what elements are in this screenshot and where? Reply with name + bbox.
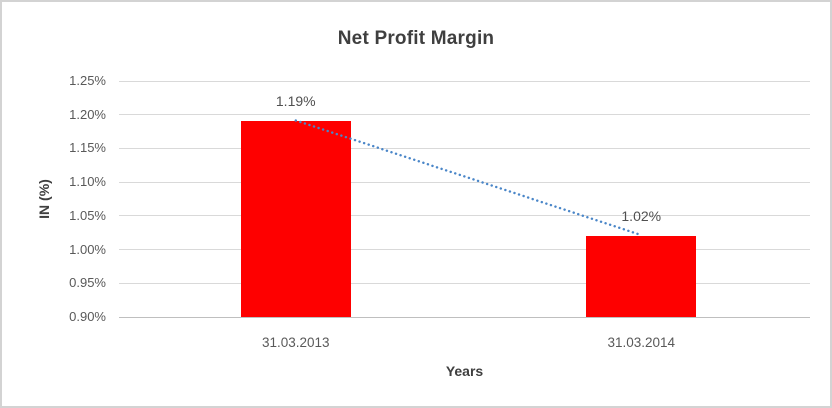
y-tick-label: 0.90% [69,309,106,324]
data-label: 1.02% [621,208,662,225]
y-tick-label: 1.00% [69,241,106,257]
bar [240,121,351,317]
y-gridline [119,114,810,116]
y-gridline [119,80,810,82]
x-tick-label: 31.03.2013 [261,335,330,350]
y-tick-label: 1.15% [69,140,106,156]
y-tick-label: 1.25% [69,73,106,88]
y-tick-label: 1.05% [69,207,106,223]
y-tick-label: 0.95% [69,275,106,291]
x-tick-label: 31.03.2014 [607,335,676,350]
y-tick-label: 1.20% [69,106,106,122]
data-label: 1.19% [275,93,316,110]
y-gridline [119,249,810,251]
trendline [294,119,643,237]
x-axis-title: Years [445,363,484,379]
bar [586,236,697,317]
plot-area: 1.19% 31.03.2013 1.02% 31.03.2014 [119,80,810,350]
y-gridline [119,215,810,217]
y-gridline [119,282,810,284]
y-gridline [119,181,810,183]
y-gridline [119,147,810,149]
y-tick-label: 1.10% [69,174,106,190]
y-gridline [119,316,810,318]
chart-title: Net Profit Margin [337,28,495,49]
